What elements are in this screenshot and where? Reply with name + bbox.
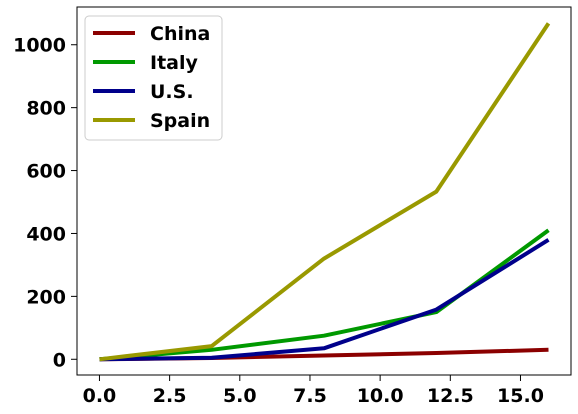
x-tick-label: 7.5 (293, 385, 327, 407)
y-tick-label: 400 (26, 223, 66, 245)
y-tick-label: 600 (26, 161, 66, 183)
x-tick-label: 2.5 (153, 385, 187, 407)
legend-label: Spain (150, 110, 210, 132)
legend-label: U.S. (150, 81, 194, 103)
x-tick-label: 0.0 (83, 385, 117, 407)
legend: China Italy U.S. Spain (84, 15, 223, 141)
legend-label: China (150, 23, 210, 45)
y-tick-label: 200 (26, 286, 66, 308)
legend-label: Italy (150, 52, 198, 74)
series-lines (99, 22, 551, 362)
y-tick-label: 1000 (13, 35, 66, 57)
y-tick-label: 0 (53, 349, 66, 371)
y-tick-label: 800 (26, 98, 66, 120)
x-tick-label: 5.0 (223, 385, 257, 407)
legend-box (84, 15, 223, 141)
x-tick-label: 15.0 (497, 385, 544, 407)
series-line-us (99, 238, 550, 362)
x-tick-label: 12.5 (427, 385, 474, 407)
x-tick-label: 10.0 (357, 385, 404, 407)
series-line-spain (99, 22, 551, 362)
x-axis: 0.0 2.5 5.0 7.5 10.0 12.5 15.0 (83, 375, 544, 407)
y-axis: 0 200 400 600 800 1000 (13, 35, 77, 371)
